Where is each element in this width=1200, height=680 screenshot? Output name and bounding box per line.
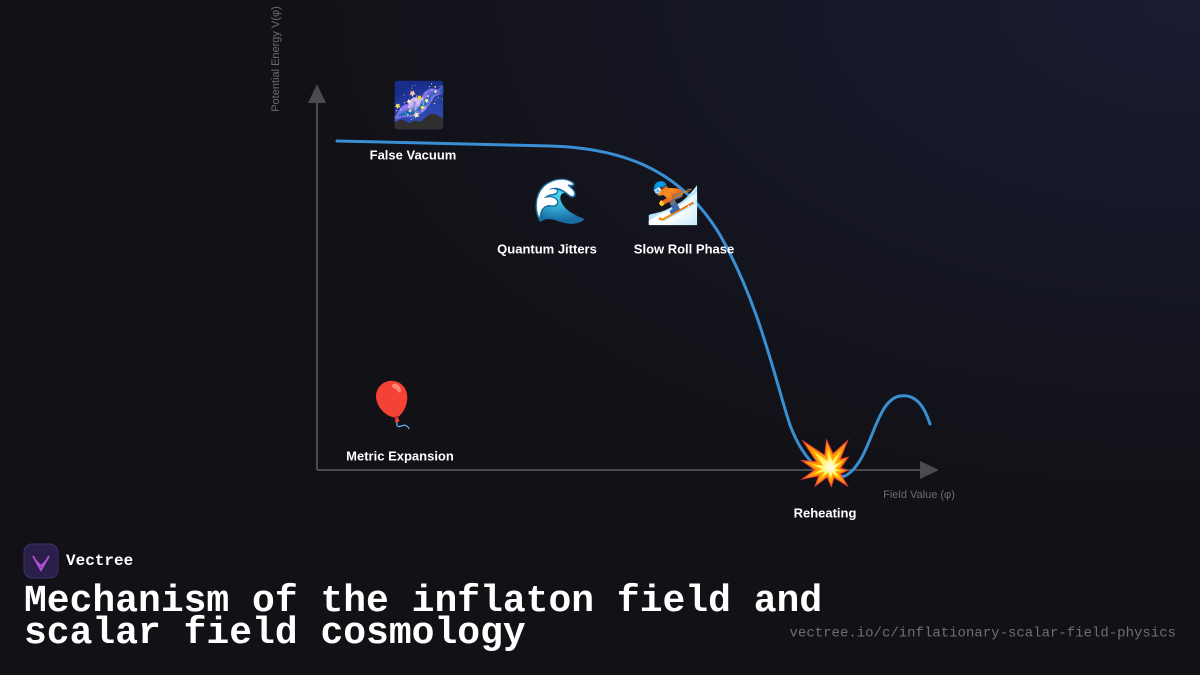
node-label: Reheating <box>794 505 857 520</box>
logo-mark <box>32 555 50 572</box>
x-axis-arrow <box>920 461 939 479</box>
nodes: 🌌 False Vacuum 🌊 Quantum Jitters ⛷️ Slow Roll… <box>346 80 856 520</box>
node-icon: 🌌 <box>392 80 447 131</box>
node-icon: ⛷️ <box>646 176 701 227</box>
title-line: scalar field cosmology <box>24 612 526 655</box>
node-icon: 🌊 <box>533 176 588 227</box>
url: vectree.io/c/inflationary-scalar-field-p… <box>790 626 1176 642</box>
node-icon: 🎈 <box>365 378 420 431</box>
title-line: Mechanism of the inflaton field and <box>24 580 822 623</box>
node-icon: 💥 <box>798 438 853 489</box>
brand-name: Vectree <box>66 552 133 570</box>
node-label: False Vacuum <box>370 147 457 162</box>
node-label: Metric Expansion <box>346 448 454 463</box>
logo <box>23 543 59 579</box>
x-axis-label: Field Value (φ) <box>883 489 955 501</box>
node-label: Quantum Jitters <box>497 241 597 256</box>
potential-curve <box>335 139 932 479</box>
node-label: Slow Roll Phase <box>634 241 734 256</box>
y-axis-label: Potential Energy V(φ) <box>270 6 282 112</box>
y-axis-arrow <box>308 84 326 103</box>
